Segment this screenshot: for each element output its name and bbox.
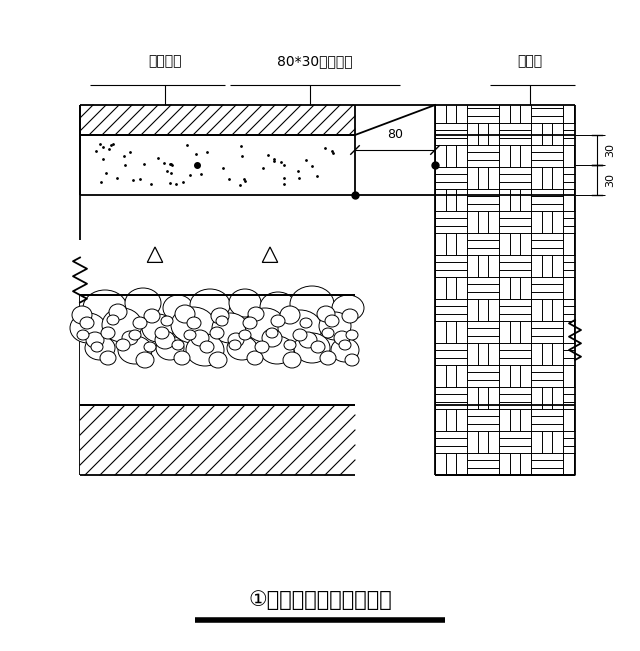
Bar: [80, 295, 355, 405]
Ellipse shape: [271, 315, 285, 327]
Ellipse shape: [190, 289, 230, 321]
Ellipse shape: [156, 336, 184, 360]
Ellipse shape: [80, 317, 94, 329]
Ellipse shape: [122, 331, 138, 345]
Ellipse shape: [260, 292, 296, 322]
Ellipse shape: [247, 351, 263, 365]
Ellipse shape: [332, 295, 364, 321]
Ellipse shape: [142, 314, 174, 342]
Ellipse shape: [346, 330, 358, 340]
Bar: [80, 405, 355, 475]
Ellipse shape: [100, 351, 116, 365]
Ellipse shape: [317, 306, 335, 322]
Ellipse shape: [125, 288, 161, 318]
Ellipse shape: [212, 313, 248, 343]
Ellipse shape: [229, 289, 261, 317]
Ellipse shape: [155, 331, 175, 349]
Ellipse shape: [211, 308, 229, 324]
Ellipse shape: [83, 290, 127, 326]
Ellipse shape: [184, 330, 196, 340]
Ellipse shape: [331, 338, 359, 362]
Ellipse shape: [255, 341, 269, 353]
Ellipse shape: [334, 331, 350, 345]
Ellipse shape: [311, 341, 325, 353]
Ellipse shape: [342, 309, 358, 323]
Ellipse shape: [325, 315, 339, 327]
Ellipse shape: [320, 351, 336, 365]
Text: ①铺装与绿地交接做法一: ①铺装与绿地交接做法一: [248, 590, 392, 610]
Ellipse shape: [174, 351, 190, 365]
Ellipse shape: [210, 327, 224, 339]
Ellipse shape: [299, 332, 317, 348]
Ellipse shape: [102, 308, 142, 342]
Text: 种植土: 种植土: [517, 54, 543, 68]
Ellipse shape: [294, 333, 330, 363]
Text: 80: 80: [387, 128, 403, 141]
Ellipse shape: [171, 307, 215, 343]
Ellipse shape: [284, 340, 296, 350]
Ellipse shape: [187, 317, 201, 329]
Ellipse shape: [209, 352, 227, 368]
Ellipse shape: [70, 313, 106, 343]
Ellipse shape: [144, 309, 160, 323]
Ellipse shape: [290, 286, 334, 322]
Ellipse shape: [86, 332, 104, 348]
Ellipse shape: [319, 312, 351, 340]
Ellipse shape: [278, 310, 322, 346]
Ellipse shape: [239, 330, 251, 340]
Ellipse shape: [322, 328, 334, 338]
Ellipse shape: [118, 336, 152, 364]
Ellipse shape: [77, 330, 89, 340]
Ellipse shape: [262, 329, 282, 347]
Ellipse shape: [136, 352, 154, 368]
Ellipse shape: [191, 330, 209, 346]
Ellipse shape: [229, 340, 241, 350]
Ellipse shape: [266, 328, 278, 338]
Ellipse shape: [248, 307, 264, 321]
Ellipse shape: [175, 305, 195, 323]
Ellipse shape: [243, 317, 257, 329]
Ellipse shape: [260, 336, 294, 364]
Ellipse shape: [116, 339, 130, 351]
Ellipse shape: [339, 340, 351, 350]
Ellipse shape: [200, 341, 214, 353]
Ellipse shape: [101, 327, 115, 339]
Ellipse shape: [133, 317, 147, 329]
Text: 30: 30: [605, 143, 615, 157]
Ellipse shape: [227, 336, 257, 360]
Ellipse shape: [280, 306, 300, 324]
Ellipse shape: [245, 308, 285, 342]
Ellipse shape: [155, 327, 169, 339]
Ellipse shape: [283, 352, 301, 368]
Ellipse shape: [345, 354, 359, 366]
Ellipse shape: [109, 304, 127, 320]
Ellipse shape: [72, 306, 92, 324]
Ellipse shape: [300, 318, 312, 328]
Text: 80*30排水草沟: 80*30排水草沟: [277, 54, 353, 68]
Ellipse shape: [161, 316, 173, 326]
Ellipse shape: [293, 329, 307, 341]
Ellipse shape: [163, 295, 193, 321]
Ellipse shape: [85, 336, 115, 360]
Ellipse shape: [228, 333, 244, 347]
Ellipse shape: [144, 342, 156, 352]
Ellipse shape: [186, 334, 224, 366]
Ellipse shape: [107, 315, 119, 325]
Text: 相邻铺装: 相邻铺装: [148, 54, 182, 68]
Ellipse shape: [91, 342, 103, 352]
Ellipse shape: [216, 316, 228, 326]
Text: 30: 30: [605, 173, 615, 187]
Ellipse shape: [129, 330, 141, 340]
Ellipse shape: [172, 340, 184, 350]
